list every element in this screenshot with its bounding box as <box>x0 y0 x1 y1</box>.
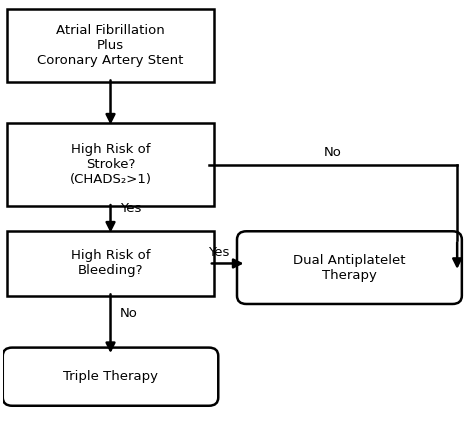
Text: Yes: Yes <box>120 202 141 215</box>
Text: Dual Antiplatelet
Therapy: Dual Antiplatelet Therapy <box>293 253 406 282</box>
Text: Triple Therapy: Triple Therapy <box>63 370 158 383</box>
FancyBboxPatch shape <box>3 348 218 406</box>
Text: Yes: Yes <box>208 246 229 259</box>
Text: High Risk of
Stroke?
(CHADS₂>1): High Risk of Stroke? (CHADS₂>1) <box>70 143 152 187</box>
FancyBboxPatch shape <box>237 231 462 304</box>
Text: Atrial Fibrillation
Plus
Coronary Artery Stent: Atrial Fibrillation Plus Coronary Artery… <box>37 24 184 67</box>
FancyBboxPatch shape <box>8 9 214 82</box>
Text: High Risk of
Bleeding?: High Risk of Bleeding? <box>71 250 150 277</box>
FancyBboxPatch shape <box>8 231 214 296</box>
Text: No: No <box>120 306 138 320</box>
FancyBboxPatch shape <box>8 123 214 206</box>
Text: No: No <box>324 146 342 159</box>
